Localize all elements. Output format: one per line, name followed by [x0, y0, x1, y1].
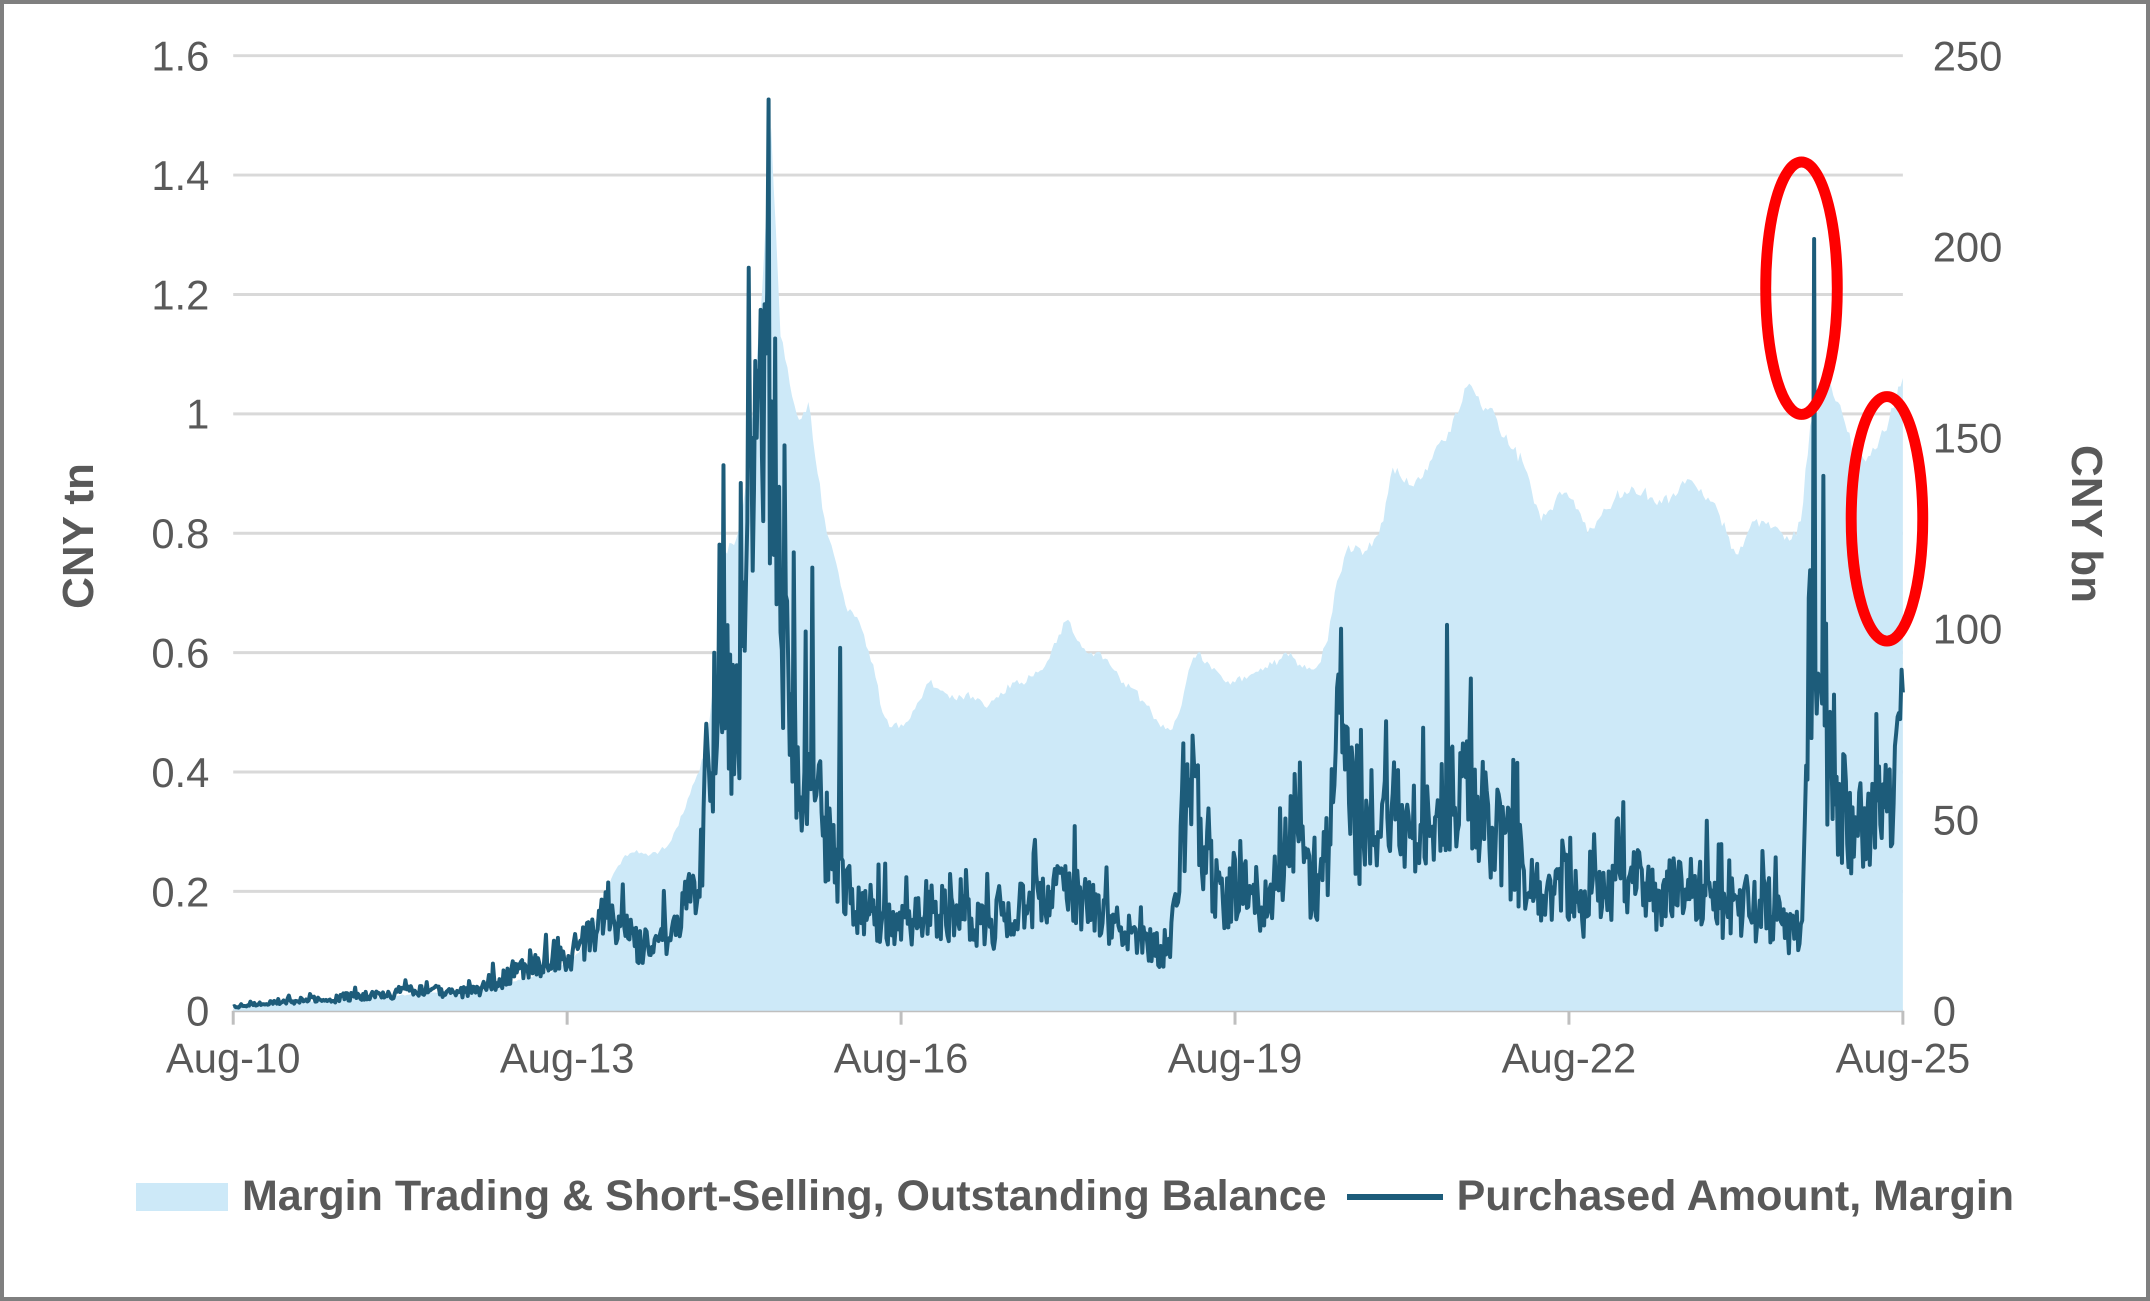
left-axis-tick-label: 0.6	[151, 630, 209, 677]
right-axis-tick-label: 150	[1933, 415, 2003, 462]
legend-item-purchased-amount: Purchased Amount, Margin	[1346, 1172, 2015, 1221]
left-axis-tick-label: 1.4	[151, 152, 209, 199]
x-tick-label: Aug-10	[166, 1034, 301, 1081]
legend-item-outstanding-balance: Margin Trading & Short-Selling, Outstand…	[135, 1172, 1327, 1221]
highlight-ellipse-annotation	[1760, 156, 1843, 420]
left-axis-tick-label: 1	[186, 391, 209, 438]
highlight-ellipse-annotation	[1845, 391, 1929, 647]
x-tick-label: Aug-19	[1168, 1034, 1303, 1081]
left-axis-tick-label: 0.4	[151, 749, 209, 796]
left-axis-tick-label: 0	[186, 988, 209, 1035]
right-axis-tick-label: 0	[1933, 988, 1956, 1035]
chart-canvas: Aug-10 Aug-13 Aug-16 Aug-19 Aug-22 Aug-2500.2…	[151, 33, 2003, 1082]
right-axis-tick-label: 50	[1933, 797, 1979, 844]
x-tick-label: Aug-13	[500, 1034, 635, 1081]
area-swatch-icon	[135, 1182, 228, 1211]
right-axis-title: CNY bn	[2062, 444, 2111, 604]
x-tick-label: Aug-22	[1502, 1034, 1637, 1081]
x-tick-label: Aug-25	[1836, 1034, 1971, 1081]
left-axis-tick-label: 1.6	[151, 33, 209, 80]
left-axis-title: CNY tn	[54, 463, 103, 609]
x-tick-label: Aug-16	[834, 1034, 969, 1081]
legend-label-outstanding-balance: Margin Trading & Short-Selling, Outstand…	[241, 1172, 1327, 1220]
purchased-amount-line	[232, 97, 1905, 1010]
right-axis-tick-label: 100	[1933, 606, 2003, 653]
left-axis-tick-label: 0.8	[151, 510, 209, 557]
left-axis-tick-label: 0.2	[151, 868, 209, 915]
right-axis-tick-label: 200	[1933, 224, 2003, 271]
right-axis-tick-label: 250	[1933, 33, 2003, 80]
left-axis-tick-label: 1.2	[151, 271, 209, 318]
line-swatch-icon	[1346, 1193, 1443, 1200]
legend-label-purchased-amount: Purchased Amount, Margin	[1456, 1172, 2015, 1220]
legend: Margin Trading & Short-Selling, Outstand…	[4, 1172, 2146, 1221]
